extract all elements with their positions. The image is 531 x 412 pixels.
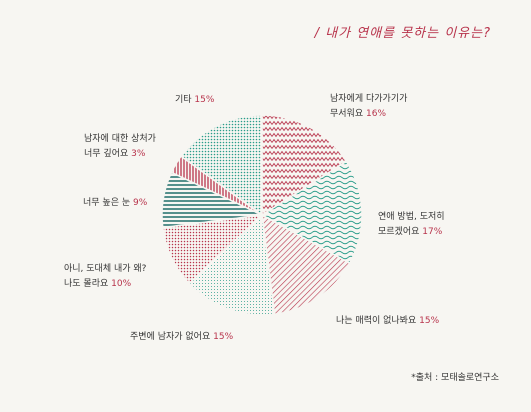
chart-title: / 내가 연애를 못하는 이유는? (314, 26, 491, 41)
slice-percent: 15% (191, 95, 215, 105)
source-note: *출처 : 모태솔로연구소 (411, 373, 499, 383)
slice-percent: 15% (210, 332, 234, 342)
slice-label-text: 너무 높은 눈 (83, 198, 131, 208)
slice-percent: 10% (108, 279, 132, 289)
slice-label-text: 주변에 남자가 없어요 (130, 332, 211, 342)
slice-label: 아니, 도대체 내가 왜? 나도 몰라요 10% (64, 262, 146, 292)
pie-slice (261, 213, 351, 316)
slice-percent: 3% (128, 149, 146, 159)
slice-label-text: 나는 매력이 없나봐요 (336, 316, 417, 326)
slice-percent: 9% (130, 198, 148, 208)
slice-percent: 16% (363, 109, 386, 119)
pie-slice (261, 114, 348, 217)
slice-label-text: 무서워요 (330, 109, 364, 119)
slice-label: 나는 매력이 없나봐요 15% (336, 314, 439, 329)
slice-label-text: 모르겠어요 (378, 227, 420, 237)
pie-slice (260, 160, 363, 265)
slice-label: 주변에 남자가 없어요 15% (130, 330, 233, 345)
slice-label-text: 너무 깊어요 (84, 149, 129, 159)
pie-slices (161, 114, 363, 316)
pie-slice (188, 213, 276, 316)
slice-percent: 17% (419, 227, 443, 237)
slice-label-text: 나도 몰라요 (64, 279, 109, 289)
slice-percent: 15% (416, 316, 440, 326)
slice-label-text: 연애 방법, 도저히 (378, 212, 445, 222)
slice-label-text: 기타 (175, 95, 192, 105)
pie-slice (180, 114, 263, 217)
slice-label-text: 남자에 대한 상처가 (84, 134, 156, 144)
slice-label-text: 아니, 도대체 내가 왜? (64, 264, 147, 274)
slice-label: 기타 15% (175, 93, 214, 108)
slice-label: 너무 높은 눈 9% (83, 196, 147, 211)
slice-label-text: 남자에게 다가가기가 (330, 94, 408, 104)
